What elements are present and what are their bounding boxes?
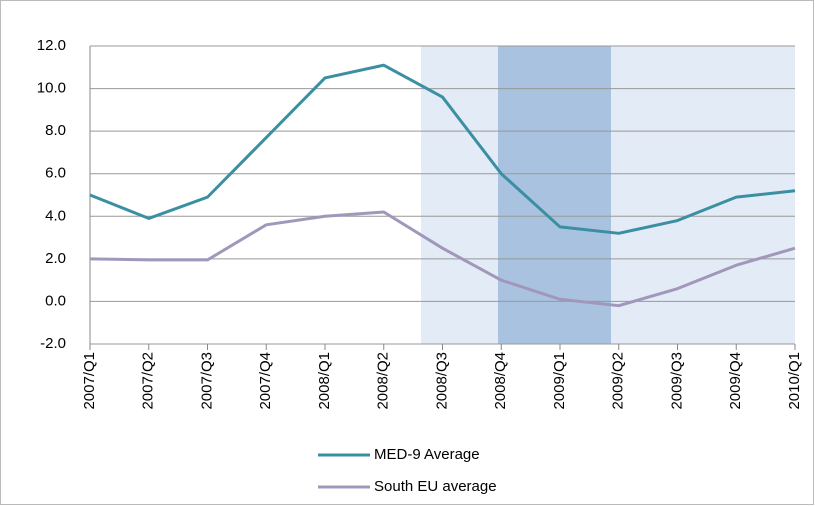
x-tick-label: 2007/Q4 [257,352,274,410]
y-tick-label: 2.0 [45,250,66,267]
x-tick-label: 2009/Q4 [727,352,744,410]
x-tick-label: 2007/Q3 [198,352,215,410]
y-tick-label: 8.0 [45,122,66,139]
y-tick-label: 6.0 [45,165,66,182]
x-tick-label: 2008/Q4 [492,352,509,410]
y-tick-label: -2.0 [40,335,66,352]
x-tick-label: 2009/Q1 [551,352,568,410]
y-tick-label: 0.0 [45,292,66,309]
legend-label: MED-9 Average [374,446,480,463]
y-tick-label: 12.0 [37,37,66,54]
x-tick-label: 2009/Q2 [610,352,627,410]
x-tick-label: 2007/Q1 [81,352,98,410]
x-tick-label: 2008/Q3 [433,352,450,410]
y-tick-label: 4.0 [45,207,66,224]
series-line [89,210,796,308]
legend-label: South EU average [374,478,497,495]
x-tick-label: 2010/Q1 [786,352,803,410]
series-line [89,63,796,235]
x-tick-label: 2007/Q2 [140,352,157,410]
shaded-period-core [498,46,611,344]
y-tick-label: 10.0 [37,80,66,97]
x-tick-label: 2009/Q3 [668,352,685,410]
x-tick-label: 2008/Q2 [375,352,392,410]
x-tick-label: 2008/Q1 [316,352,333,410]
